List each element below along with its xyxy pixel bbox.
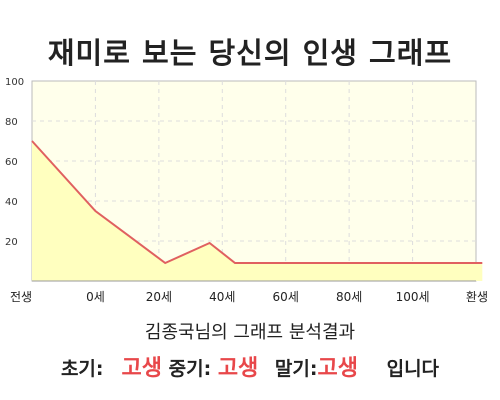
x-tick-label-3: 40세 bbox=[209, 290, 235, 304]
y-tick-label-3: 80 bbox=[5, 117, 18, 128]
chart-title: 재미로 보는 당신의 인생 그래프 bbox=[47, 36, 453, 70]
result-suffix: 입니다 bbox=[386, 358, 440, 380]
x-tick-label-4: 60세 bbox=[273, 290, 299, 304]
life-line bbox=[31, 140, 483, 265]
x-axis-ticks: 전생 0세 20세 40세 60세 80세 100세 환생 bbox=[10, 290, 488, 304]
x-tick-label-0: 전생 bbox=[10, 290, 32, 304]
y-tick-label-1: 40 bbox=[5, 197, 18, 208]
late-value: 고생 bbox=[317, 356, 358, 381]
x-tick-label-6: 100세 bbox=[396, 290, 430, 304]
x-tick-label-5: 80세 bbox=[336, 290, 362, 304]
middle-label: 중기: bbox=[168, 358, 212, 380]
early-value: 고생 bbox=[121, 356, 162, 381]
y-tick-label-0: 20 bbox=[5, 237, 18, 248]
x-tick-label-7: 환생 bbox=[466, 290, 488, 304]
analysis-subtitle: 김종국님의 그래프 분석결과 bbox=[144, 322, 356, 343]
x-tick-label-1: 0세 bbox=[86, 290, 105, 304]
middle-value: 고생 bbox=[217, 356, 259, 381]
life-area bbox=[32, 141, 483, 281]
analysis-result: 초기: 고생 중기: 고생 말기:고생 입니다 bbox=[0, 350, 500, 382]
life-chart: 20 40 60 80 100 전생 0세 20세 40세 60세 80세 100세 환생 bbox=[5, 77, 488, 304]
y-axis-ticks: 20 40 60 80 100 bbox=[5, 77, 24, 248]
x-tick-label-2: 20세 bbox=[146, 290, 172, 304]
early-label: 초기: bbox=[60, 358, 104, 380]
y-tick-label-2: 60 bbox=[5, 157, 18, 168]
y-tick-label-4: 100 bbox=[5, 77, 24, 88]
late-label: 말기: bbox=[274, 358, 318, 380]
